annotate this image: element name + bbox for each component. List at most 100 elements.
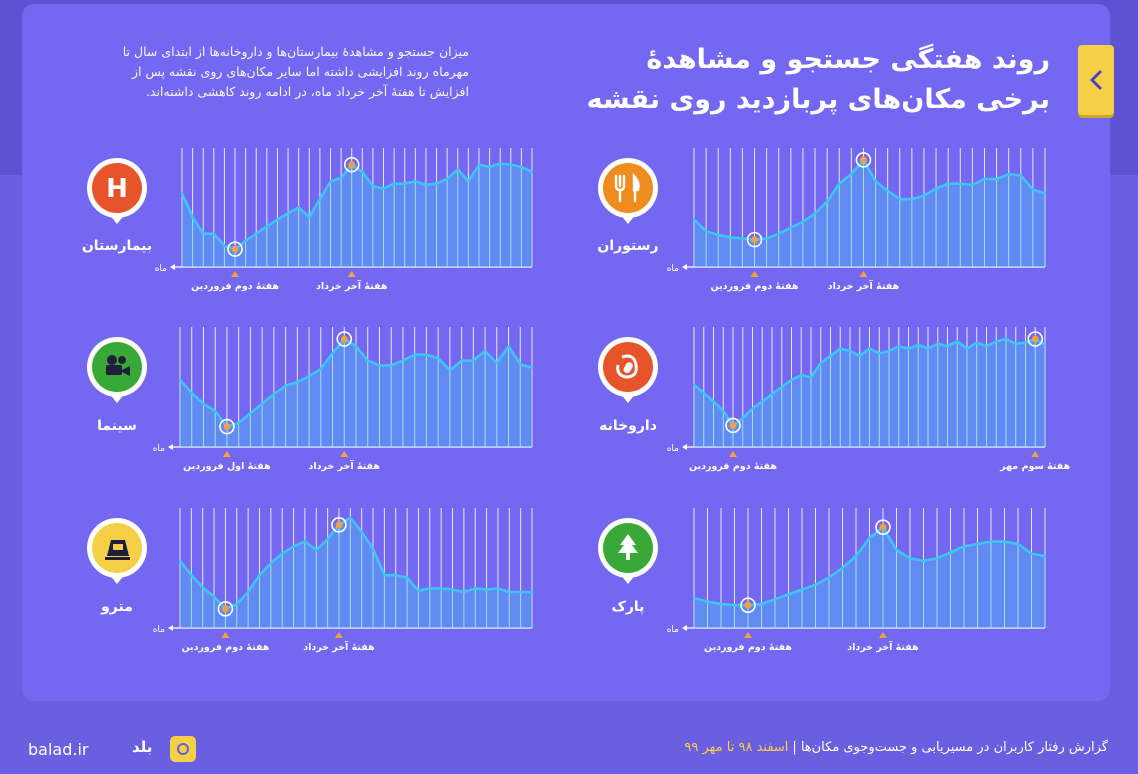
highlight-dot [751, 236, 758, 244]
highlight-dot [1031, 335, 1039, 343]
data-point [936, 342, 939, 345]
data-point [436, 357, 440, 360]
data-point [417, 589, 420, 592]
chart-2: ماه هفتهٔ دوم فروردین هفتهٔ آخر خرداد رستور… [597, 148, 1047, 292]
data-point [392, 182, 396, 185]
annotation-label: هفتهٔ آخر خرداد [828, 279, 900, 292]
data-point [751, 407, 754, 410]
data-point [496, 587, 500, 590]
highlight-dot [223, 423, 231, 430]
footer-report: گزارش رفتار کاربران در مسیریابی و جست‌وج… [684, 740, 1108, 755]
highlight-ring [746, 231, 763, 248]
data-point [477, 163, 481, 166]
annotation-marker [744, 632, 752, 638]
annotation-marker [340, 451, 349, 457]
data-point [787, 593, 790, 596]
restaurant-icon [614, 173, 640, 203]
category-label: مترو [100, 599, 133, 615]
data-point [1007, 172, 1010, 176]
data-point [800, 373, 803, 377]
brand-name: بلد [132, 738, 153, 756]
annotation-label: هفتهٔ سوم مهر [999, 461, 1070, 472]
data-point [886, 189, 889, 193]
data-point [296, 381, 299, 384]
cinema-icon [106, 355, 130, 376]
data-point [692, 596, 696, 600]
category-label: داروخانه [599, 418, 657, 434]
brand-logo[interactable]: بلد [132, 736, 196, 764]
highlight-dot [348, 161, 356, 169]
axis-label: ماه [153, 625, 165, 635]
annotation-marker [221, 632, 230, 638]
data-point [331, 352, 334, 355]
highlight-dot [879, 523, 887, 531]
data-point [520, 165, 523, 169]
description-line-2: مهرماه روند افزایشی داشته اما سایر مکان‌… [132, 64, 469, 79]
annotation-label: هفتهٔ دوم فروردین [689, 461, 777, 472]
data-point [1024, 341, 1027, 344]
data-point [741, 237, 744, 240]
data-point [394, 574, 397, 577]
annotation-marker [231, 271, 240, 277]
description: میزان جستجو و مشاهدهٔ بیمارستان‌ها و دار… [44, 42, 469, 102]
data-point [530, 366, 534, 369]
data-point [425, 353, 428, 356]
data-point [269, 562, 273, 565]
data-point [908, 557, 912, 560]
annotation-marker [334, 632, 343, 638]
data-point [258, 574, 261, 577]
data-point [326, 538, 329, 541]
knife-glyph [632, 173, 640, 203]
data-point [827, 576, 831, 579]
site-url[interactable]: balad.ir [28, 740, 89, 759]
data-point [319, 367, 322, 371]
data-point [995, 177, 998, 181]
data-point [329, 180, 332, 183]
data-point [962, 545, 966, 548]
data-point [519, 363, 522, 366]
data-point [180, 192, 184, 195]
data-point [985, 345, 988, 348]
category-pin [598, 158, 658, 224]
data-point [1003, 540, 1006, 543]
data-point [339, 176, 343, 179]
axis-label: ماه [155, 264, 167, 274]
back-button[interactable] [1078, 45, 1114, 115]
data-point [765, 237, 768, 240]
data-point [995, 340, 998, 343]
data-point [729, 236, 732, 239]
data-point [814, 583, 817, 586]
data-point [178, 378, 182, 381]
pill-glyph [616, 354, 638, 379]
data-point [435, 182, 438, 185]
series-area [182, 163, 532, 267]
data-point [706, 600, 709, 603]
highlight-ring [875, 519, 891, 536]
data-point [509, 163, 512, 166]
data-point [910, 197, 914, 201]
data-point [424, 183, 428, 187]
page-title: روند هفتگی جستجو و مشاهدهٔ برخی مکان‌های… [530, 40, 1050, 120]
data-point [448, 369, 452, 372]
data-point [1043, 554, 1047, 558]
series-line [178, 516, 532, 611]
data-point [498, 162, 502, 165]
series-area [694, 339, 1045, 447]
data-point [260, 402, 264, 405]
data-point [965, 347, 969, 350]
data-point [428, 587, 432, 590]
data-point [819, 361, 822, 365]
chevron-left-icon [1090, 70, 1102, 90]
data-point [303, 540, 307, 543]
pin-fill [92, 163, 142, 213]
data-point [949, 551, 952, 554]
chart-4: ماه هفتهٔ دوم فروردین هفتهٔ سوم مهر داروخان… [598, 327, 1071, 472]
data-point [276, 218, 279, 221]
highlight-ring [336, 331, 353, 347]
data-point [414, 180, 417, 183]
annotation-label: هفتهٔ آخر خرداد [847, 640, 919, 653]
x-axis-arrow [682, 625, 687, 631]
data-point [519, 590, 522, 594]
data-point [214, 409, 217, 413]
